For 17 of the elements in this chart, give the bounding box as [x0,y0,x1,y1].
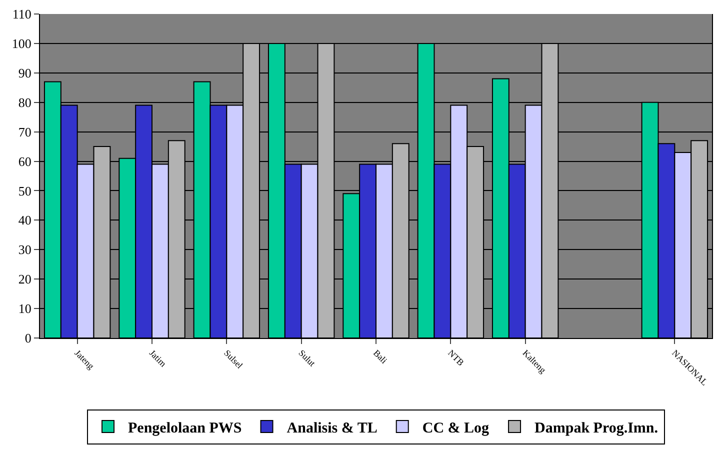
legend-label: Dampak Prog.Imn. [534,420,658,436]
legend-label: CC & Log [422,420,490,436]
y-tick-label: 50 [18,183,32,198]
y-tick-label: 90 [18,65,32,80]
y-tick-label: 80 [18,94,32,110]
y-tick-label: 60 [18,154,32,169]
y-tick-label: 110 [12,6,32,22]
y-tick-label: 20 [18,272,32,287]
y-tick-label: 40 [18,212,32,228]
y-tick-label: 100 [12,36,32,51]
y-tick-label: 0 [24,330,32,346]
y-tick-label: 10 [18,301,32,316]
legend-label: Pengelolaan PWS [128,420,242,436]
y-tick-label: 30 [18,242,32,258]
x-tick-label: Bali [371,348,390,366]
legend-label: Analisis & TL [286,420,378,436]
y-tick-label: 70 [18,124,32,140]
